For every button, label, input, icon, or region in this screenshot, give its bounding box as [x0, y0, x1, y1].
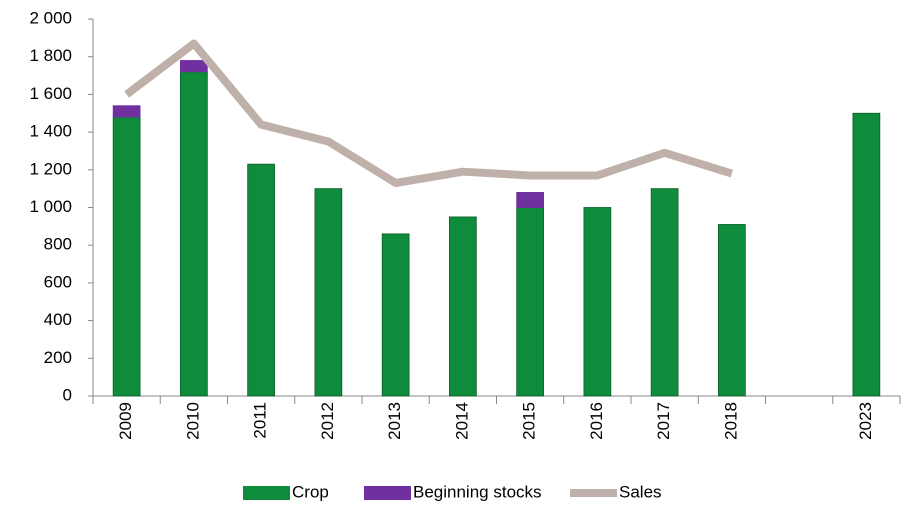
x-tick-label: 2009	[116, 402, 135, 440]
bar-segment	[180, 71, 208, 397]
bar-segment	[449, 216, 477, 397]
x-tick-label: 2023	[856, 402, 875, 440]
bar-segment	[247, 163, 275, 397]
x-tick-label: 2010	[183, 402, 202, 440]
y-tick-label: 0	[63, 385, 72, 404]
y-tick-label: 800	[44, 235, 72, 254]
y-tick-label: 2 000	[29, 8, 72, 27]
legend-label: Beginning stocks	[413, 482, 542, 501]
legend-swatch	[364, 486, 411, 500]
bar-segment	[180, 60, 208, 73]
bar-segment	[516, 207, 544, 397]
x-tick-label: 2017	[654, 402, 673, 440]
bar-segment	[314, 188, 343, 397]
y-tick-label: 600	[44, 272, 72, 291]
y-tick-label: 1 400	[29, 122, 72, 141]
bar-segment	[112, 116, 141, 397]
x-tick-label: 2018	[721, 402, 740, 440]
x-tick-label: 2016	[587, 402, 606, 440]
bar-segment	[381, 233, 410, 397]
x-tick-label: 2014	[452, 402, 471, 440]
x-tick-label: 2013	[385, 402, 404, 440]
x-tick-label: 2012	[318, 402, 337, 440]
x-tick-label: 2011	[251, 402, 270, 439]
bar-segment	[112, 105, 141, 118]
x-tick-label: 2015	[520, 402, 539, 440]
bar-segment	[718, 224, 746, 397]
y-tick-label: 200	[44, 348, 72, 367]
legend-swatch	[243, 486, 290, 500]
y-tick-label: 400	[44, 310, 72, 329]
legend-label: Crop	[292, 482, 329, 501]
bar-segment	[583, 207, 612, 397]
sales-line	[124, 39, 734, 187]
y-tick-label: 1 200	[29, 159, 72, 178]
y-tick-label: 1 800	[29, 46, 72, 65]
y-tick-label: 1 000	[29, 197, 72, 216]
bar-segment	[516, 192, 544, 208]
bar-segment	[650, 188, 679, 397]
y-tick-label: 1 600	[29, 84, 72, 103]
legend-label: Sales	[619, 482, 662, 501]
bar-segment	[852, 112, 881, 397]
